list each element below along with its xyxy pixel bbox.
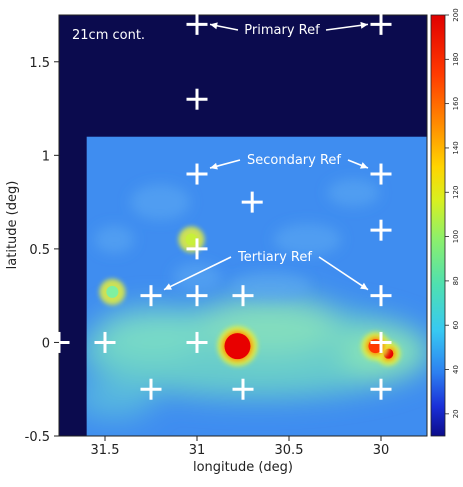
annotation-labels: Primary Ref Secondary Ref Tertiary Ref <box>237 23 341 265</box>
colorbar-tick: 100 <box>445 230 460 243</box>
x-tick: 31 <box>189 436 206 458</box>
colorbar-tick-label: 100 <box>452 230 460 243</box>
y-tick-label: 1 <box>42 149 50 164</box>
y-tick: 1.5 <box>29 56 59 71</box>
colorbar-tick-label: 80 <box>452 276 460 285</box>
reference-marker <box>140 285 162 307</box>
reference-marker <box>186 238 208 260</box>
x-tick-label: 31.5 <box>91 443 120 458</box>
x-tick: 31.5 <box>91 436 120 458</box>
colorbar-tick-label: 60 <box>452 321 460 330</box>
annotation-label: Tertiary Ref <box>237 250 312 265</box>
reference-marker <box>186 88 208 110</box>
axes: 31.5 31 30.5 30 -0.5 0 0.5 1 1.5 <box>25 56 390 458</box>
colorbar-tick: 40 <box>445 365 460 374</box>
x-tick: 30.5 <box>275 436 304 458</box>
x-tick-label: 31 <box>189 443 206 458</box>
annotation-arrow <box>163 256 232 291</box>
x-tick-label: 30.5 <box>275 443 304 458</box>
annotation-label: Secondary Ref <box>247 153 341 168</box>
colorbar-tick-label: 160 <box>452 97 460 110</box>
annotation-arrow <box>209 22 239 31</box>
y-tick-label: 0 <box>42 336 50 351</box>
y-tick-label: -0.5 <box>25 430 50 445</box>
annotation-arrow <box>209 159 241 170</box>
plot-area <box>59 15 427 436</box>
colorbar-tick-label: 180 <box>452 53 460 66</box>
colorbar-tick: 60 <box>445 321 460 330</box>
reference-marker <box>370 331 392 353</box>
reference-marker <box>186 163 208 185</box>
colorbar: 20 40 60 80 100 120 140 160 180 200 <box>430 8 460 437</box>
reference-marker <box>232 285 254 307</box>
colorbar-tick: 140 <box>445 141 460 155</box>
reference-marker <box>186 285 208 307</box>
colorbar-tick: 200 <box>445 8 460 22</box>
colorbar-tick-label: 140 <box>452 141 460 154</box>
reference-marker <box>370 378 392 400</box>
bright-source <box>99 278 126 305</box>
annotation-arrow <box>325 21 369 31</box>
annotation-arrow <box>318 256 369 291</box>
annotation-arrow <box>347 159 369 169</box>
reference-marker <box>140 378 162 400</box>
colorbar-tick: 80 <box>445 276 460 285</box>
colorbar-gradient <box>430 14 446 437</box>
bright-source <box>217 326 258 367</box>
annotation-label: Primary Ref <box>244 23 320 38</box>
x-tick-label: 30 <box>373 443 390 458</box>
reference-marker <box>370 219 392 241</box>
colorbar-tick-label: 20 <box>452 409 460 418</box>
reference-marker <box>370 163 392 185</box>
reference-marker <box>94 331 116 353</box>
bright-source <box>361 332 390 361</box>
y-tick: 1 <box>42 149 59 164</box>
plot-frame <box>58 14 428 437</box>
x-tick: 30 <box>373 436 390 458</box>
reference-marker <box>370 13 392 35</box>
reference-marker <box>370 285 392 307</box>
colorbar-tick: 20 <box>445 409 460 418</box>
annotation-arrows <box>163 21 369 291</box>
y-tick: 0 <box>42 336 59 351</box>
colorbar-tick: 180 <box>445 53 460 66</box>
diffuse-patches <box>94 178 380 301</box>
y-tick-label: 0.5 <box>29 243 50 258</box>
colorbar-tick-label: 120 <box>452 186 460 199</box>
reference-marker <box>241 191 263 213</box>
reference-markers <box>48 13 392 400</box>
x-axis-label: longitude (deg) <box>193 460 293 475</box>
reference-marker <box>186 331 208 353</box>
colorbar-tick-label: 200 <box>452 8 460 21</box>
y-axis-label: latitude (deg) <box>5 181 20 270</box>
colorbar-tick-label: 40 <box>452 365 460 374</box>
y-tick-label: 1.5 <box>29 56 50 71</box>
panel-label: 21cm cont. <box>72 28 145 43</box>
reference-marker <box>186 13 208 35</box>
colorbar-tick: 160 <box>445 97 460 110</box>
y-tick: 0.5 <box>29 243 59 258</box>
y-tick: -0.5 <box>25 430 59 445</box>
reference-marker <box>232 378 254 400</box>
colorbar-tick: 120 <box>445 186 460 199</box>
